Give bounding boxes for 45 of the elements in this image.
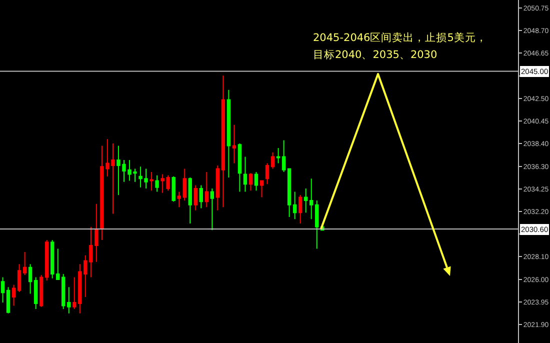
candlestick — [39, 274, 44, 308]
candlestick — [292, 191, 297, 220]
candlestick — [155, 174, 159, 192]
candlestick — [310, 178, 314, 220]
candlestick — [304, 188, 308, 214]
candlestick — [172, 176, 176, 202]
candlestick — [28, 264, 32, 294]
candlestick — [0, 276, 5, 303]
candlestick — [315, 200, 319, 250]
candlestick — [182, 168, 186, 202]
candlestick — [62, 273, 66, 310]
candlestick — [276, 147, 280, 164]
candlestick — [270, 152, 275, 170]
candlestick — [56, 248, 60, 280]
candlestick — [44, 239, 49, 282]
candlestick — [210, 188, 214, 231]
candlestick — [199, 184, 203, 209]
candlestick — [226, 89, 231, 178]
candlestick — [17, 264, 22, 293]
candlestick — [150, 172, 154, 192]
candlestick — [50, 239, 54, 279]
candlestick — [204, 172, 208, 208]
candlestick — [177, 191, 181, 208]
candlestick — [72, 276, 76, 310]
candlestick — [67, 286, 71, 314]
annotation: 目标2040、2035、2030 — [313, 49, 438, 61]
candlestick — [6, 286, 10, 314]
annotation: 2045-2046区间卖出，止损5美元， — [313, 31, 487, 44]
candlestick — [260, 180, 264, 198]
candlestick — [287, 168, 292, 218]
candlestick — [34, 276, 38, 310]
candlestick — [188, 177, 192, 224]
candlestick — [232, 124, 236, 164]
candlestick — [282, 140, 286, 173]
candlestick — [194, 184, 198, 211]
candlestick — [238, 143, 242, 192]
candlestick — [243, 156, 248, 192]
candlestick — [248, 172, 253, 192]
candlestick — [254, 172, 258, 192]
candlestick — [12, 284, 16, 306]
candlestick — [221, 75, 226, 208]
candlestick — [22, 252, 27, 276]
candlestick — [216, 164, 220, 211]
candlestick — [265, 162, 270, 185]
candlestick — [298, 194, 302, 224]
